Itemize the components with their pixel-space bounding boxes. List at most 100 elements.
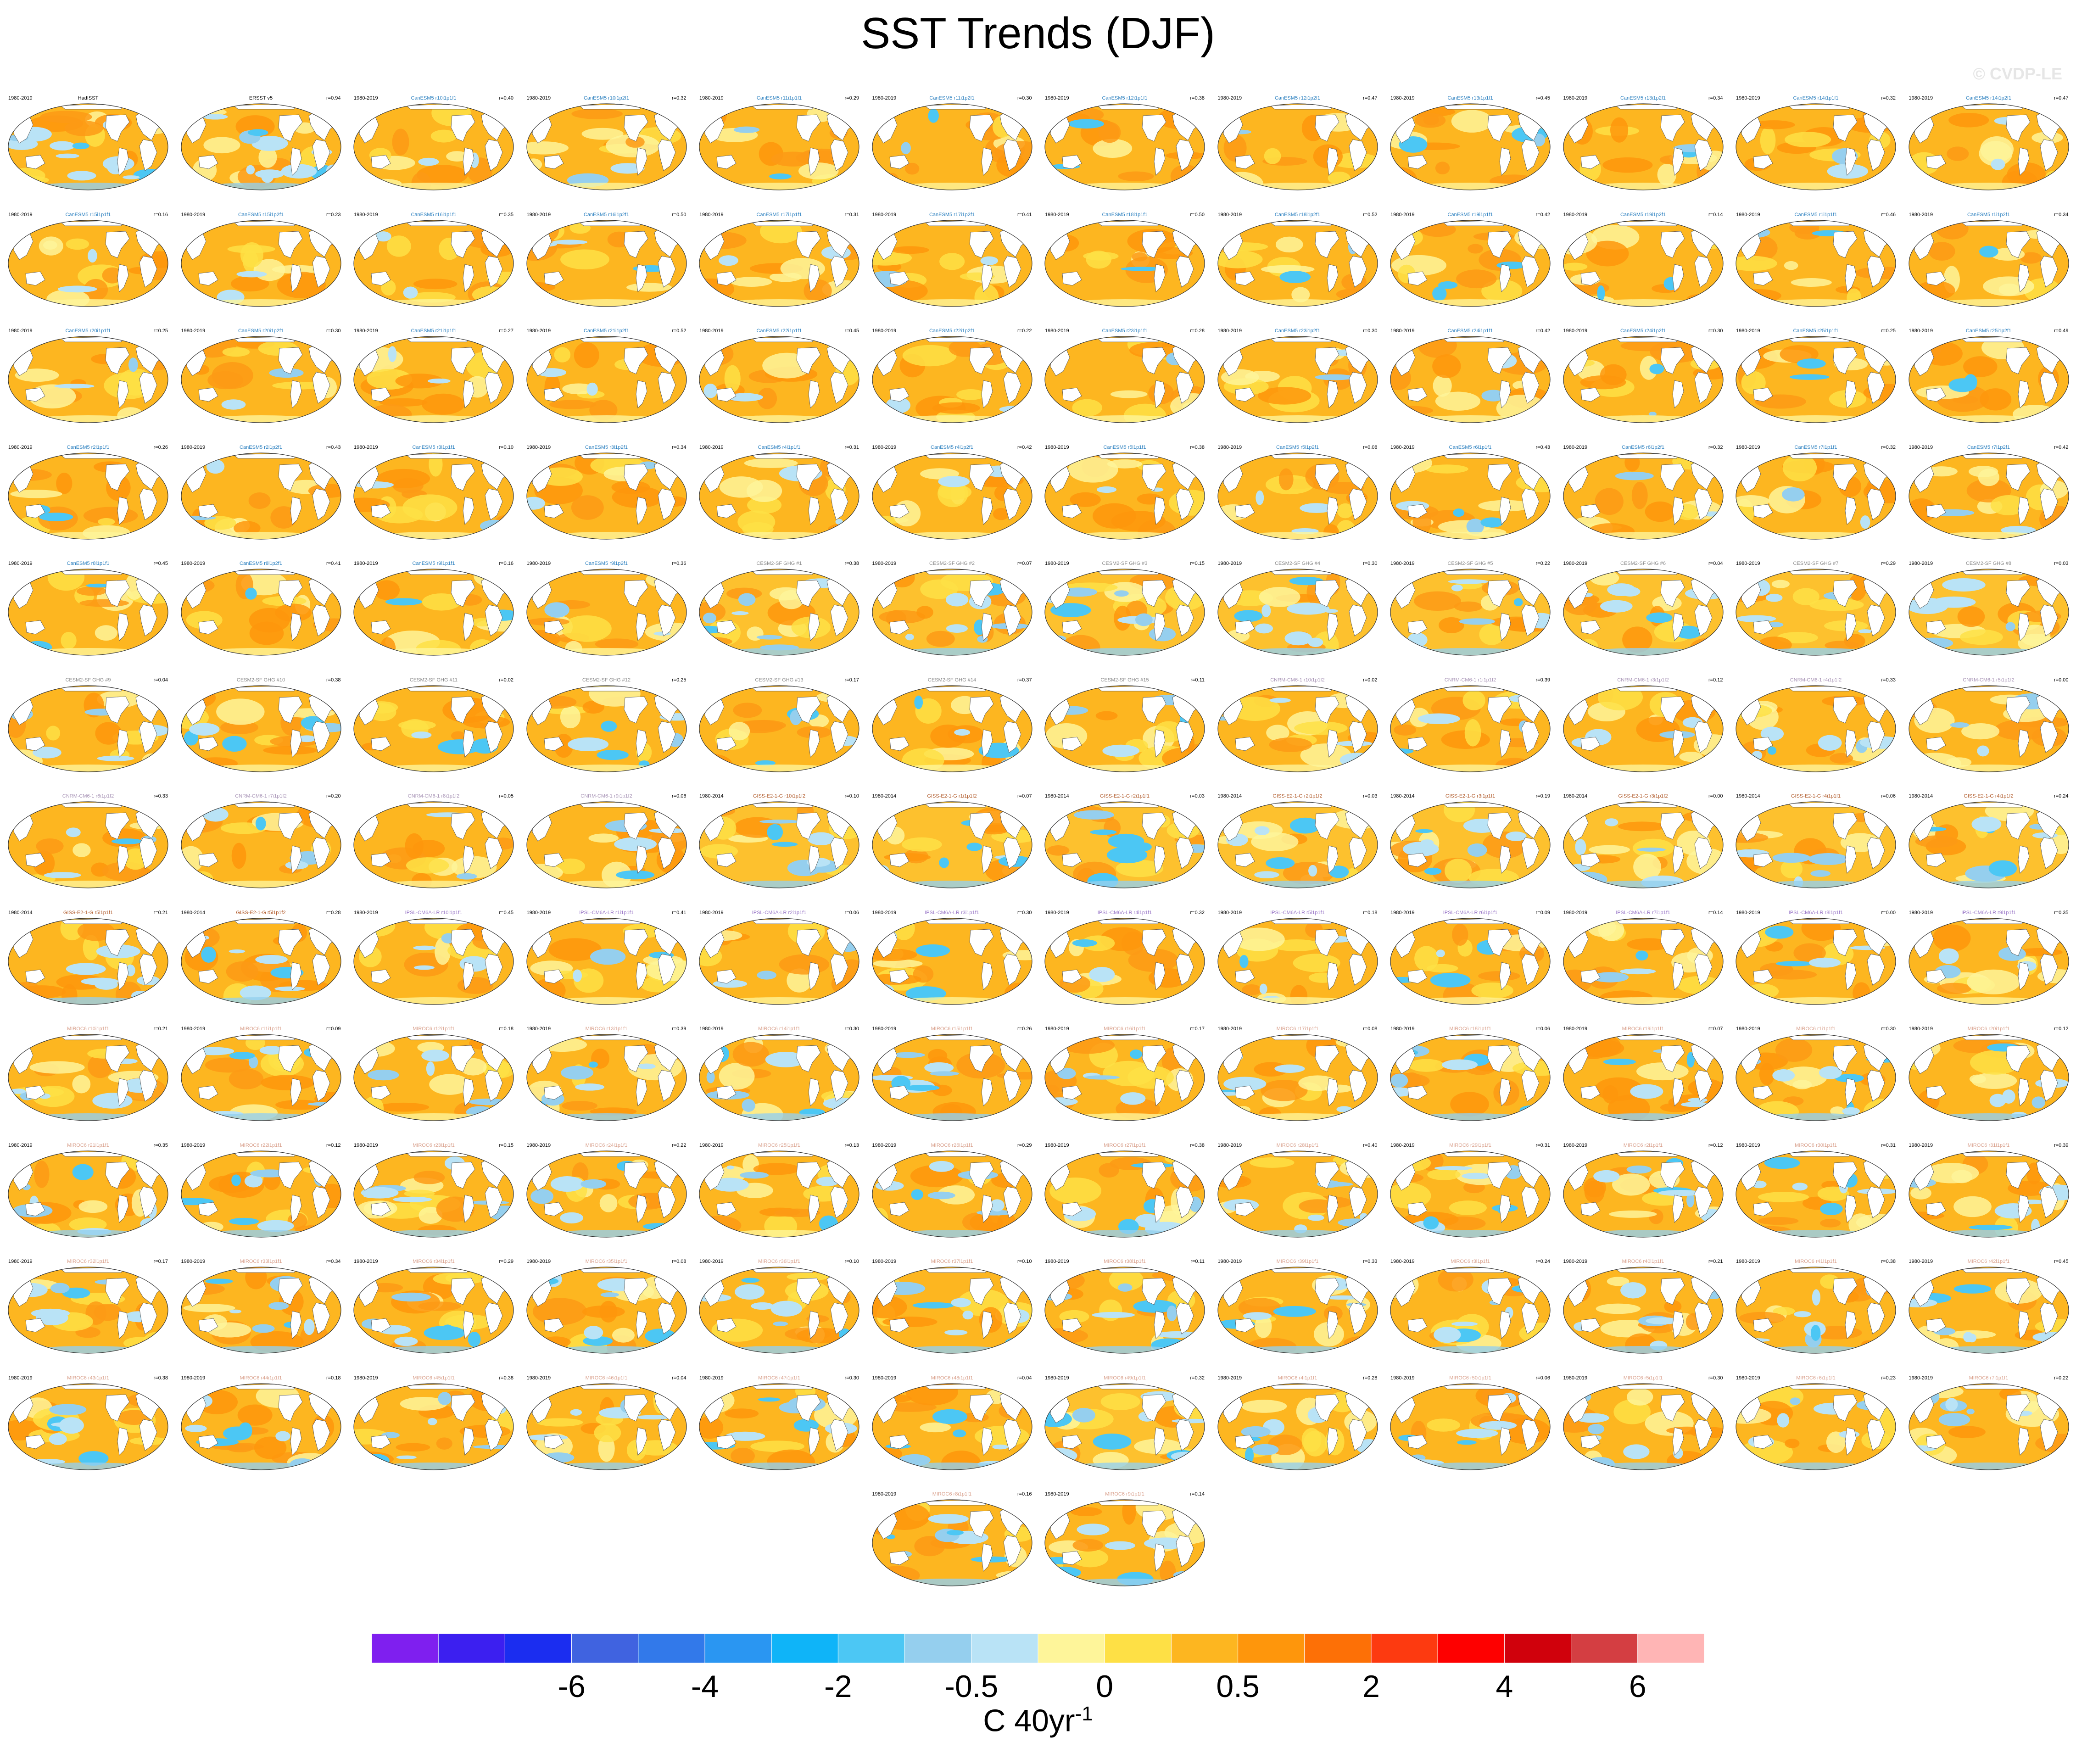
panel-period: 1980-2019 [1736,1026,1760,1032]
sst-trend-map [1217,685,1378,772]
sst-trend-map [1217,1267,1378,1354]
panel-pattern-correlation: r=0.16 [499,561,514,566]
panel-model-name: CESM2-SF GHG #10 [236,677,285,683]
map-panel: 1980-2019 CanESM5 r15i1p2f1 r=0.23 [179,212,344,308]
panel-model-name: MIROC6 r7i1p1f1 [1969,1375,2009,1381]
map-panel: 1980-2019 MIROC6 r5i1p1f1 r=0.30 [1561,1375,1726,1472]
panel-pattern-correlation: r=0.07 [1708,1026,1723,1032]
sst-trend-map [8,1383,168,1470]
panel-pattern-correlation: r=0.45 [153,561,168,566]
panel-pattern-correlation: r=0.16 [153,212,168,218]
panel-model-name: CESM2-SF GHG #14 [927,677,977,683]
map-panel: 1980-2019 CanESM5 r11i1p1f1 r=0.29 [697,95,862,192]
panel-model-name: CanESM5 r13i1p1f1 [1447,95,1493,101]
panel-model-name: CNRM-CM6-1 r4i1p1f2 [1790,677,1842,683]
panel-period: 1980-2019 [1563,1375,1588,1381]
panel-pattern-correlation: r=0.10 [499,444,514,450]
panel-pattern-correlation: r=0.42 [1535,328,1551,334]
panel-period: 1980-2019 [1217,1375,1242,1381]
sst-trend-map [1908,1034,2069,1121]
map-panel: 1980-2019 MIROC6 r43i1p1f1 r=0.38 [6,1375,171,1472]
panel-period: 1980-2019 [872,95,897,101]
panel-period: 1980-2019 [1045,444,1069,450]
sst-trend-map [1563,452,1724,540]
panel-pattern-correlation: r=0.12 [1708,677,1723,683]
panel-model-name: CanESM5 r4i1p2f1 [931,444,973,450]
panel-period: 1980-2019 [526,1375,551,1381]
map-panel: 1980-2019 MIROC6 r22i1p1f1 r=0.12 [179,1143,344,1239]
map-panel: 1980-2019 CanESM5 r16i1p2f1 r=0.50 [524,212,689,308]
panel-model-name: CanESM5 r25i1p1f1 [1793,328,1839,334]
map-panel: 1980-2019 MIROC6 r9i1p1f1 r=0.14 [1042,1491,1207,1588]
map-panel: 1980-2019 IPSL-CM6A-LR r6i1p1f1 r=0.09 [1388,910,1553,1006]
panel-pattern-correlation: r=0.04 [1017,1375,1032,1381]
map-panel: 1980-2019 IPSL-CM6A-LR r1i1p1f1 r=0.41 [524,910,689,1006]
panel-pattern-correlation: r=0.13 [844,1142,859,1148]
map-panel: 1980-2014 GISS-E2-1-G r5i1p1f2 r=0.28 [179,910,344,1006]
panel-period: 1980-2019 [1736,561,1760,566]
map-panel: 1980-2019 CanESM5 r4i1p1f1 r=0.31 [697,445,862,541]
panel-pattern-correlation: r=0.45 [844,328,859,334]
panel-pattern-correlation: r=0.45 [2054,1259,2069,1264]
panel-pattern-correlation: r=0.21 [153,1026,168,1032]
panel-model-name: MIROC6 r37i1p1f1 [931,1259,973,1264]
sst-trend-map [180,219,341,307]
sst-trend-map [699,1034,859,1121]
map-panel: 1980-2019 CanESM5 r11i1p2f1 r=0.30 [870,95,1035,192]
panel-period: 1980-2019 [1736,95,1760,101]
map-panel: 1980-2019 CanESM5 r5i1p2f1 r=0.08 [1215,445,1380,541]
colorbar-tick-label: 0.5 [1216,1669,1260,1704]
panel-period: 1980-2019 [1045,1026,1069,1032]
map-panel: 1980-2019 CanESM5 r17i1p2f1 r=0.41 [870,212,1035,308]
map-panel: CESM2-SF GHG #10 r=0.38 [179,677,344,774]
panel-model-name: CNRM-CM6-1 r3i1p1f2 [1617,677,1669,683]
panel-model-name: CNRM-CM6-1 r1i1p1f2 [1444,677,1496,683]
panel-model-name: GISS-E2-1-G r2i1p1f2 [1272,793,1323,799]
panel-pattern-correlation: r=0.32 [1708,444,1723,450]
panel-model-name: CanESM5 r21i1p2f1 [583,328,630,334]
colorbar-swatch [704,1634,772,1663]
sst-trend-map [1908,336,2069,423]
map-panel: 1980-2019 IPSL-CM6A-LR r3i1p1f1 r=0.30 [870,910,1035,1006]
panel-period: 1980-2019 [1217,1142,1242,1148]
map-panel: 1980-2019 CanESM5 r24i1p1f1 r=0.42 [1388,328,1553,424]
panel-model-name: CNRM-CM6-1 r5i1p1f2 [1963,677,2015,683]
map-panel: MIROC6 r10i1p1f1 r=0.21 [6,1026,171,1122]
map-panel: 1980-2019 MIROC6 r20i1p1f1 r=0.12 [1906,1026,2071,1122]
sst-trend-map [8,1150,168,1238]
map-panel: 1980-2019 CanESM5 r10i1p2f1 r=0.32 [524,95,689,192]
sst-trend-map [699,1150,859,1238]
panel-model-name: IPSL-CM6A-LR r4i1p1f1 [1097,910,1152,915]
panel-model-name: MIROC6 r49i1p1f1 [1104,1375,1146,1381]
sst-trend-map [180,685,341,772]
sst-trend-map [1563,685,1724,772]
panel-period: 1980-2019 [8,1375,33,1381]
map-panel: 1980-2019 CanESM5 r6i1p2f1 r=0.32 [1561,445,1726,541]
colorbar-units: C 40yr-1 [0,1703,2076,1739]
panel-pattern-correlation: r=0.31 [844,444,859,450]
panel-pattern-correlation: r=0.37 [1017,677,1032,683]
panel-period: 1980-2019 [699,444,724,450]
panel-pattern-correlation: r=0.28 [326,910,341,915]
sst-trend-map [871,801,1032,888]
map-panel: 1980-2019 MIROC6 r37i1p1f1 r=0.10 [870,1259,1035,1355]
panel-period: 1980-2019 [1909,1259,1933,1264]
panel-pattern-correlation: r=0.09 [1535,910,1551,915]
panel-pattern-correlation: r=0.31 [844,212,859,218]
panel-model-name: MIROC6 r48i1p1f1 [931,1375,973,1381]
panel-model-name: CESM2-SF GHG #13 [755,677,804,683]
panel-model-name: MIROC6 r2i1p1f1 [1623,1142,1663,1148]
map-panel: CNRM-CM6-1 r9i1p1f2 r=0.06 [524,793,689,890]
sst-trend-map [1736,452,1896,540]
panel-model-name: CanESM5 r6i1p2f1 [1622,444,1664,450]
panel-pattern-correlation: r=0.16 [1017,1491,1032,1497]
map-panel: 1980-2014 GISS-E2-1-G r4i1p1f2 r=0.24 [1906,793,2071,890]
panel-pattern-correlation: r=0.25 [1881,328,1896,334]
map-panel: 1980-2019 MIROC6 r47i1p1f1 r=0.30 [697,1375,862,1472]
panel-pattern-correlation: r=0.17 [844,677,859,683]
panel-pattern-correlation: r=0.19 [1535,793,1551,799]
panel-pattern-correlation: r=0.06 [1535,1375,1551,1381]
colorbar-swatch [638,1634,705,1663]
panel-period: 1980-2019 [1390,561,1415,566]
map-panel: 1980-2019 MIROC6 r42i1p1f1 r=0.45 [1906,1259,2071,1355]
